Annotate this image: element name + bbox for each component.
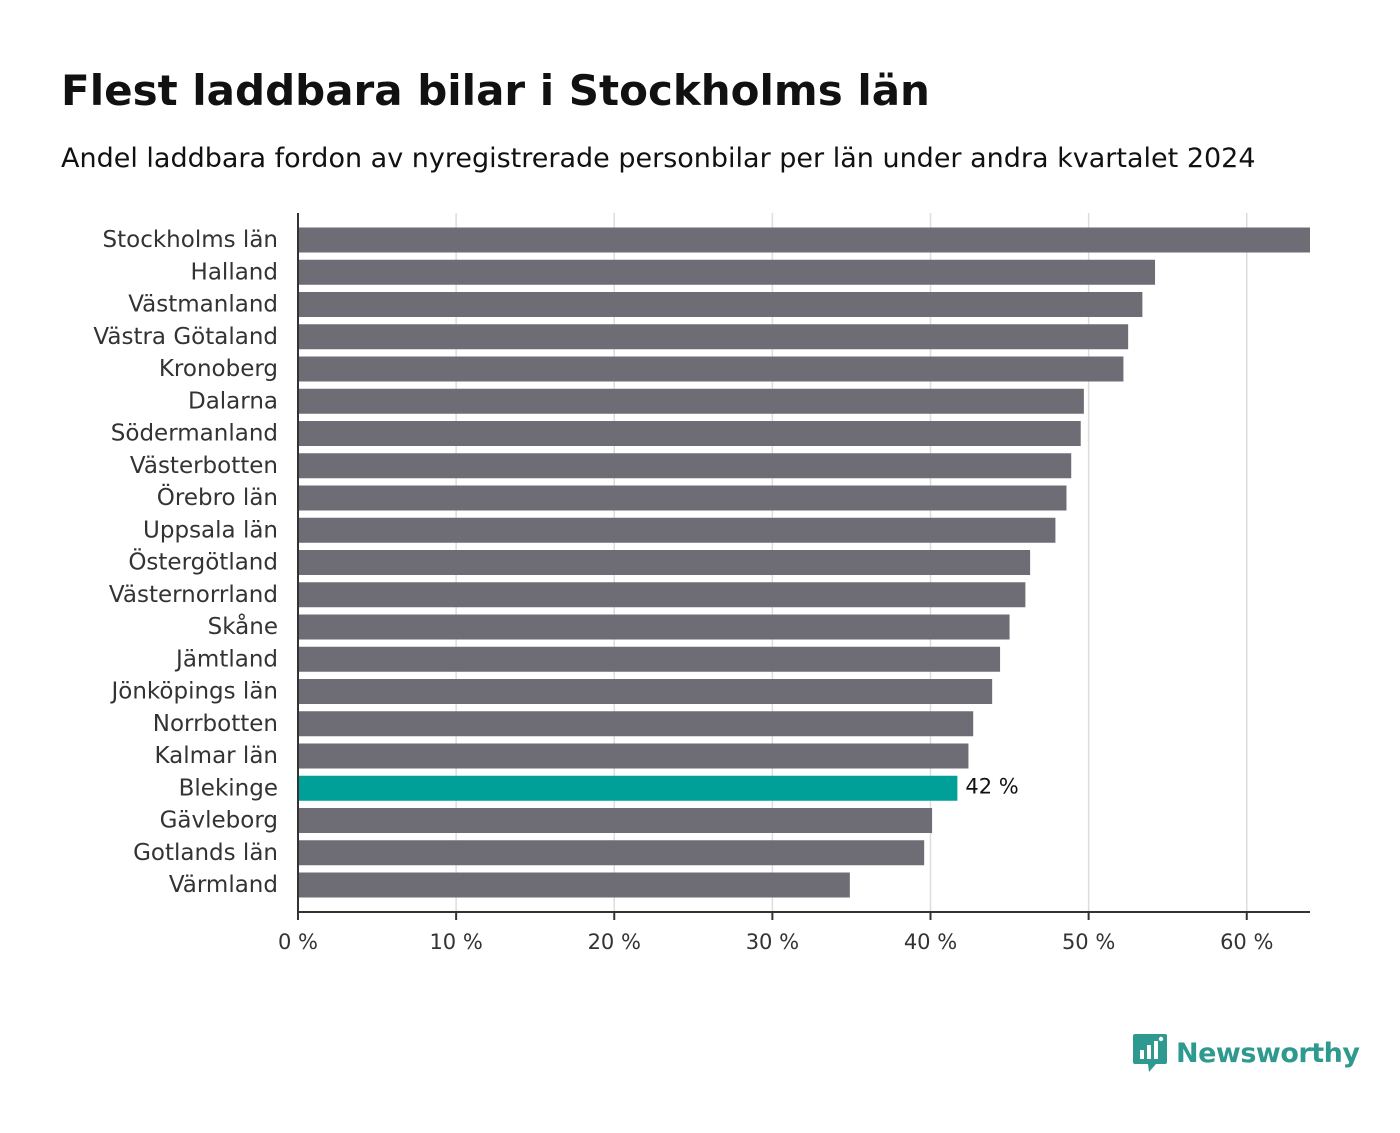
category-label: Östergötland xyxy=(128,548,278,576)
bar xyxy=(298,550,1031,575)
category-label: Kalmar län xyxy=(155,743,279,769)
bar xyxy=(298,614,1010,640)
category-label: Jämtland xyxy=(174,646,278,672)
bar xyxy=(298,840,925,866)
category-label: Örebro län xyxy=(157,483,278,511)
x-tick-label: 0 % xyxy=(278,930,318,954)
bar xyxy=(298,227,1310,253)
category-label: Västmanland xyxy=(128,292,278,318)
chart-subtitle: Andel laddbara fordon av nyregistrerade … xyxy=(61,143,1256,174)
bar xyxy=(298,324,1129,350)
bar xyxy=(298,292,1143,317)
category-label: Värmland xyxy=(169,872,278,898)
bar xyxy=(298,679,993,704)
category-label: Dalarna xyxy=(188,388,278,414)
category-label: Västernorrland xyxy=(109,582,278,608)
bar xyxy=(298,485,1067,511)
category-label: Uppsala län xyxy=(143,517,278,543)
category-label: Västerbotten xyxy=(130,453,278,479)
category-label: Gävleborg xyxy=(160,808,278,834)
x-tick-label: 30 % xyxy=(746,930,799,954)
category-label: Södermanland xyxy=(111,421,278,447)
bar xyxy=(298,808,933,833)
category-label: Halland xyxy=(191,259,278,285)
x-tick-label: 20 % xyxy=(588,930,641,954)
category-label: Skåne xyxy=(208,612,278,640)
category-label: Kronoberg xyxy=(159,356,278,382)
category-label: Jönköpings län xyxy=(109,679,278,705)
label-layer: Stockholms län Halland Västmanland Västra G… xyxy=(93,227,1018,898)
bar xyxy=(298,743,969,769)
x-tick-label: 50 % xyxy=(1062,930,1115,954)
category-label: Norrbotten xyxy=(153,711,278,737)
bar-layer xyxy=(298,227,1310,898)
newsworthy-logo: Newsworthy xyxy=(1132,1032,1360,1074)
bar xyxy=(298,356,1124,382)
category-label: Blekinge xyxy=(179,775,278,801)
category-label: Gotlands län xyxy=(133,840,278,866)
bar xyxy=(298,582,1026,608)
x-tick-label: 40 % xyxy=(904,930,957,954)
bar xyxy=(298,517,1056,543)
bar xyxy=(298,388,1084,414)
bar xyxy=(298,646,1001,672)
bar xyxy=(298,872,850,898)
x-tick-label: 10 % xyxy=(429,930,482,954)
bar xyxy=(298,453,1072,479)
category-label: Stockholms län xyxy=(103,227,278,253)
bar xyxy=(298,775,958,801)
category-label: Västra Götaland xyxy=(93,324,278,350)
data-label: 42 % xyxy=(965,774,1018,798)
brand-name: Newsworthy xyxy=(1176,1037,1360,1069)
x-tick-label: 60 % xyxy=(1220,930,1273,954)
axis-layer: 0 % 10 % 20 % 30 % 40 % 50 % 60 % xyxy=(278,213,1310,954)
chart-bubble-icon xyxy=(1133,1034,1167,1072)
bar xyxy=(298,421,1081,446)
bar xyxy=(298,259,1156,285)
chart-title: Flest laddbara bilar i Stockholms län xyxy=(61,66,930,115)
bar xyxy=(298,711,974,737)
